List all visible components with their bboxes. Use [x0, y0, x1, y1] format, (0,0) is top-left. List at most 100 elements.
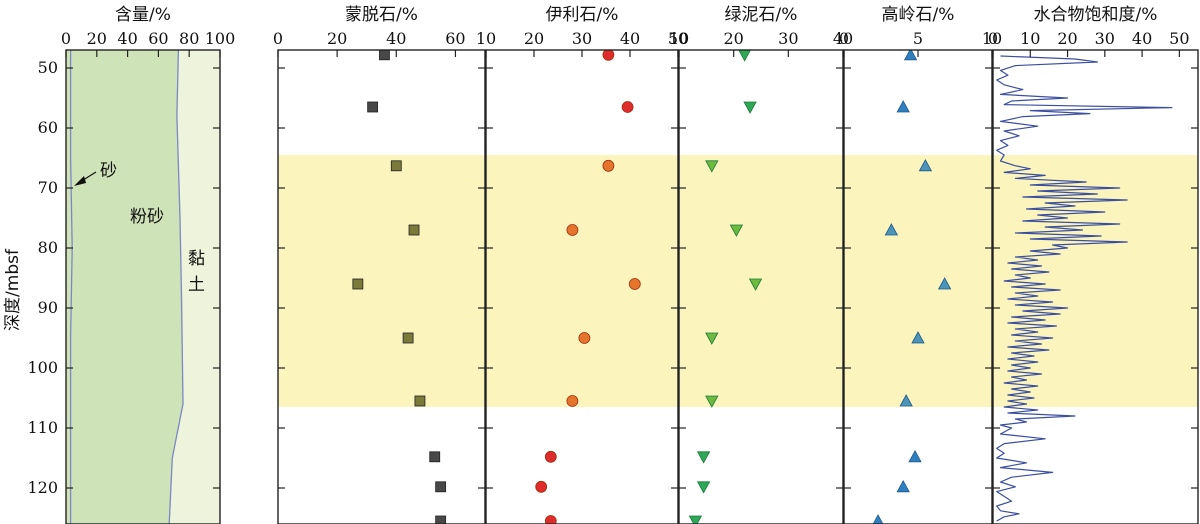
y-tick-label: 90 — [38, 298, 58, 317]
chlorite-point — [705, 395, 719, 408]
sand-arrow-head — [74, 176, 86, 186]
x-tick-label: 30 — [778, 29, 798, 48]
x-tick-label: 30 — [572, 29, 592, 48]
kaolinite-point — [896, 479, 910, 493]
x-tick-label: 100 — [205, 29, 236, 48]
kaolinite-point — [918, 158, 933, 172]
panel-frame — [277, 49, 486, 524]
smectite-point — [408, 224, 420, 236]
y-tick-label: 80 — [38, 238, 58, 257]
y-tick-label: 60 — [38, 118, 58, 137]
panel-title: 蒙脱石/% — [345, 5, 418, 25]
chlorite-point — [748, 278, 763, 291]
smectite-point — [435, 515, 447, 524]
kaolinite-points — [872, 50, 952, 524]
chlorite-points — [688, 50, 763, 524]
panel-kaolinite: 0 5 10 高岭石/% — [839, 5, 1002, 524]
x-tick-label: 80 — [179, 29, 199, 48]
kaolinite-point — [903, 50, 918, 61]
x-tick-label: 30 — [1095, 29, 1115, 48]
chlorite-point — [729, 224, 744, 237]
smectite-point — [402, 332, 414, 344]
x-tick-label: 5 — [913, 29, 923, 48]
illite-point — [535, 480, 548, 493]
kaolinite-point — [911, 331, 925, 344]
kaolinite-point — [896, 100, 910, 113]
panel-frame — [992, 49, 1199, 524]
illite-point — [621, 101, 634, 113]
y-tick-label: 50 — [38, 58, 58, 77]
x-tick-label: 60 — [445, 29, 465, 48]
x-tick-label: 40 — [833, 29, 853, 48]
panel-chlorite: 10 20 30 40 绿泥石/% — [669, 5, 853, 524]
panel-frame — [678, 49, 844, 524]
y-tick-label: 70 — [38, 178, 58, 197]
smectite-points — [352, 50, 447, 524]
smectite-point — [429, 451, 441, 463]
x-tick-label: 10 — [669, 29, 689, 48]
highlight-band-layer — [278, 155, 1198, 407]
chlorite-point — [696, 481, 711, 494]
x-tick-label: 50 — [668, 29, 688, 48]
smectite-point — [367, 101, 379, 113]
y-tick-label: 110 — [27, 418, 58, 437]
panel-title: 水合物饱和度/% — [1034, 5, 1158, 25]
x-tick-label: 0 — [273, 29, 283, 48]
x-tick-label: 20 — [87, 29, 107, 48]
panel-frame — [65, 49, 221, 524]
illite-point — [602, 50, 615, 61]
illite-point — [628, 278, 641, 290]
x-tick-label: 10 — [1020, 29, 1040, 48]
depth-axis: 深度/mbsf 50 60 70 80 90 100 110 120 — [3, 58, 58, 497]
clay-label-2: 土 — [188, 275, 205, 295]
kaolinite-point — [884, 223, 899, 236]
x-tick-label: 20 — [524, 29, 544, 48]
depth-axis-label: 深度/mbsf — [3, 248, 23, 331]
smectite-point — [435, 481, 447, 493]
illite-points — [535, 50, 641, 524]
x-tick-label: 0 — [839, 29, 849, 48]
x-tick-label: 20 — [1057, 29, 1077, 48]
x-tick-label: 60 — [148, 29, 168, 48]
x-tick-label: 50 — [1169, 29, 1189, 48]
silt-boundary-line — [168, 49, 184, 524]
x-tick-label: 0 — [988, 29, 998, 48]
illite-point — [566, 224, 579, 236]
x-tick-label: 20 — [327, 29, 347, 48]
smectite-point — [352, 278, 364, 290]
panel-illite: 10 20 30 40 50 伊利石/% — [476, 5, 688, 524]
kaolinite-point — [872, 514, 884, 524]
chlorite-point — [705, 332, 719, 345]
panel-title: 伊利石/% — [546, 5, 619, 25]
x-tick-label: 10 — [982, 29, 1002, 48]
x-tick-label: 20 — [723, 29, 743, 48]
illite-point — [544, 515, 557, 524]
illite-point — [566, 395, 579, 407]
chlorite-point — [688, 515, 703, 524]
panel-hydrate: 0 10 20 30 40 50 水合物饱和度/% — [988, 5, 1199, 524]
illite-point — [544, 450, 557, 463]
x-tick-label: 40 — [386, 29, 406, 48]
kaolinite-point — [937, 277, 952, 290]
illite-point — [578, 332, 591, 344]
panel-title: 绿泥石/% — [725, 5, 798, 25]
smectite-point — [390, 160, 402, 172]
y-tick-label: 100 — [27, 358, 58, 377]
silt-area — [66, 50, 183, 524]
kaolinite-point — [908, 449, 922, 463]
sand-label: 砂 — [100, 161, 117, 181]
x-tick-label: 40 — [620, 29, 640, 48]
kaolinite-point — [899, 394, 913, 407]
highlight-band — [278, 155, 1198, 407]
silt-label: 粉砂 — [130, 207, 164, 227]
panel-title: 含量/% — [115, 5, 171, 25]
hydrate-series — [996, 55, 1173, 522]
x-tick-label: 0 — [61, 29, 71, 48]
smectite-point — [379, 50, 390, 61]
x-tick-label: 10 — [476, 29, 496, 48]
illite-point — [602, 159, 615, 172]
x-tick-label: 40 — [1132, 29, 1152, 48]
